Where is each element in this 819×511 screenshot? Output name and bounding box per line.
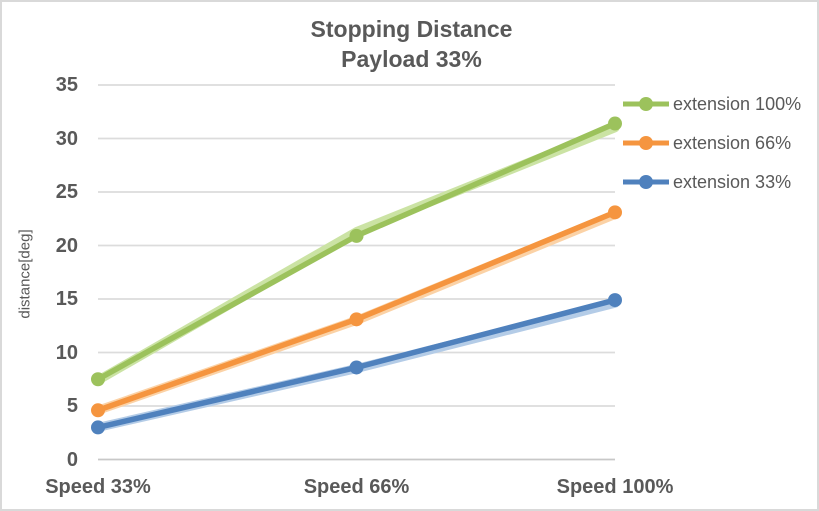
x-category-label-speed-100: Speed 100% [556, 476, 674, 498]
data-point-extension-100-speed-100 [608, 116, 622, 131]
y-tick-label-35: 35 [55, 74, 78, 96]
y-tick-label-30: 30 [55, 127, 78, 150]
x-category-label-speed-33: Speed 33% [45, 476, 151, 498]
y-tick-label-5: 5 [66, 395, 78, 417]
legend-label: extension 66% [673, 132, 792, 153]
data-point-extension-66-speed-33 [91, 403, 105, 418]
chart-title-line1: Stopping Distance [310, 16, 513, 42]
data-point-extension-66-speed-100 [608, 205, 622, 220]
chart-title-line2: Payload 33% [341, 46, 482, 72]
data-point-extension-33-speed-33 [91, 420, 105, 435]
legend-label: extension 33% [673, 171, 792, 192]
legend-item-extension-100: extension 100% [623, 90, 801, 118]
chart-title: Stopping Distance Payload 33% [2, 14, 817, 74]
y-tick-label-20: 20 [55, 234, 78, 257]
legend-marker-icon [623, 175, 669, 189]
data-point-extension-66-speed-66 [349, 312, 364, 327]
y-tick-label-10: 10 [55, 341, 78, 364]
legend-item-extension-66: extension 66% [623, 129, 791, 157]
y-tick-label-0: 0 [66, 448, 78, 471]
legend-item-extension-33: extension 33% [623, 168, 791, 196]
y-tick-label-15: 15 [55, 288, 78, 310]
data-point-extension-33-speed-100 [608, 293, 622, 308]
data-point-extension-100-speed-33 [91, 372, 105, 387]
y-tick-label-25: 25 [55, 181, 78, 203]
legend-marker-icon [623, 136, 669, 150]
legend-marker-icon [623, 97, 669, 111]
data-point-extension-100-speed-66 [349, 228, 364, 243]
data-point-extension-33-speed-66 [349, 360, 364, 375]
series-band-extension-100 [93, 123, 620, 385]
legend-label: extension 100% [673, 93, 802, 114]
x-category-label-speed-66: Speed 66% [303, 476, 410, 498]
